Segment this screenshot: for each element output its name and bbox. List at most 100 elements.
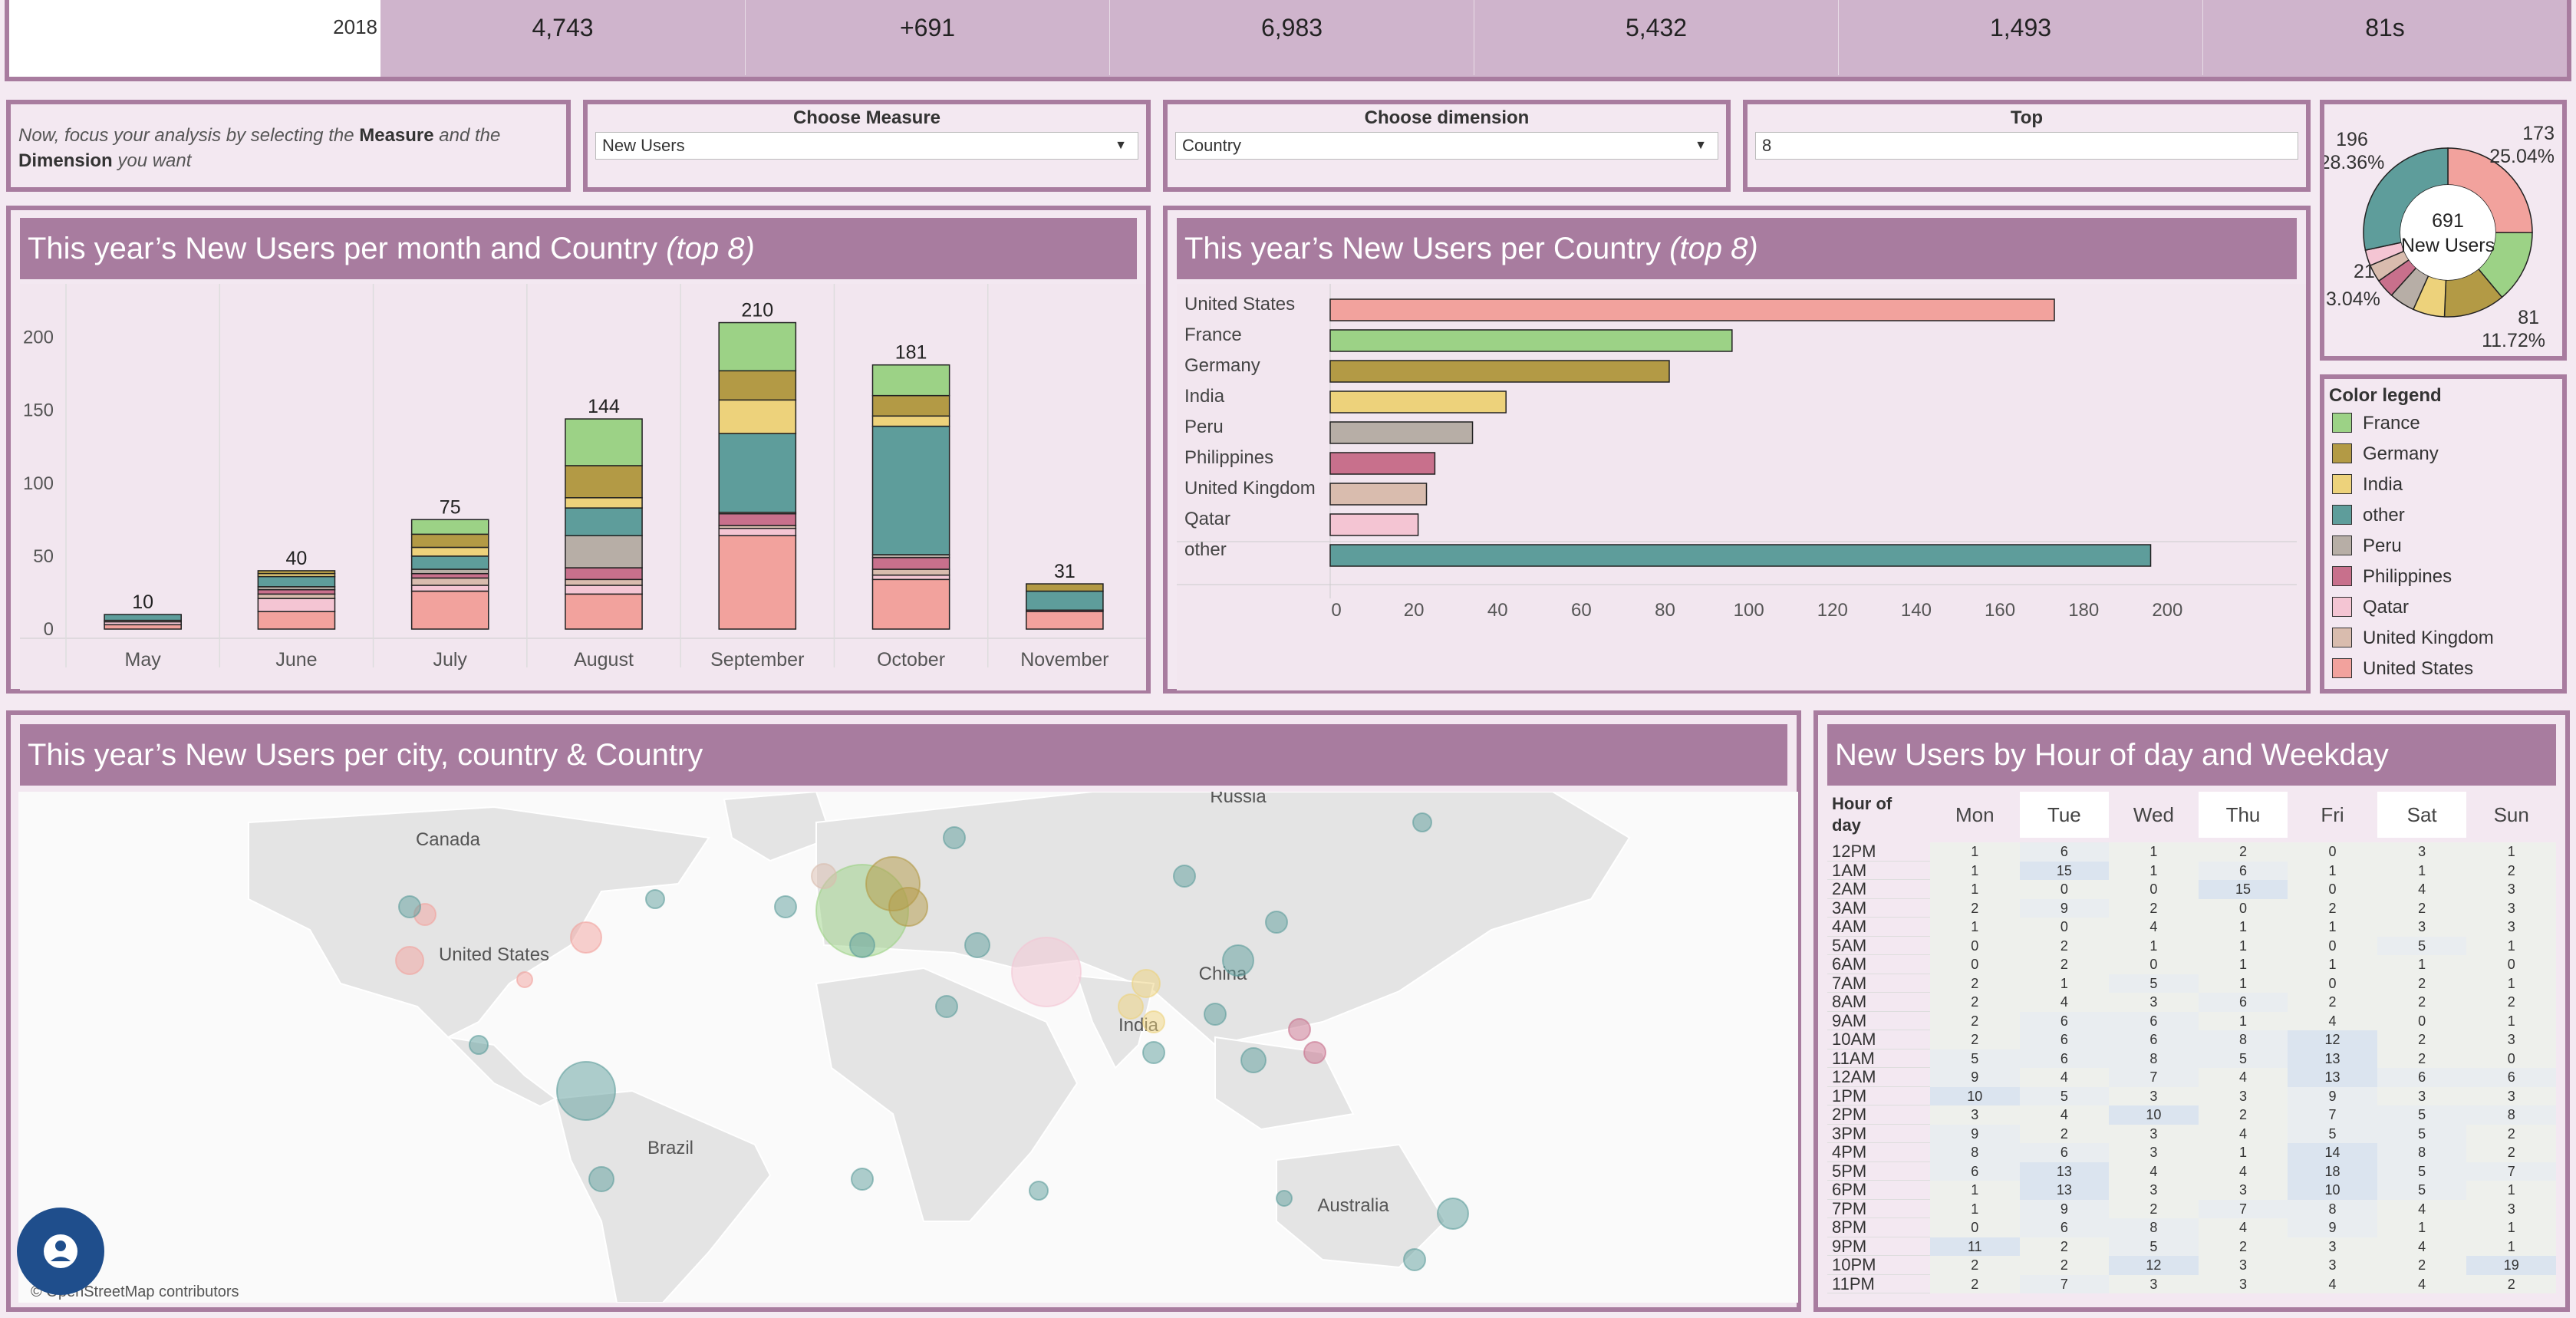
legend-label: United States <box>2363 658 2474 679</box>
heatmap-cell: 8 <box>2377 1143 2467 1162</box>
heatmap-cell: 1 <box>2466 936 2556 955</box>
heatmap-cell: 1 <box>1930 918 2020 937</box>
world-map[interactable]: Russia Canada United States China India … <box>18 792 1798 1303</box>
heatmap-cell: 4 <box>2198 1068 2288 1087</box>
heatmap-cell: 1 <box>2466 1181 2556 1200</box>
heatmap-row: 7AM 2 1 5 1 0 2 1 <box>1827 974 2556 993</box>
heatmap-cell: 3 <box>2466 1086 2556 1105</box>
legend-item-india[interactable]: India <box>2332 470 2403 500</box>
heatmap-cell: 3 <box>2288 1256 2377 1275</box>
heatmap-row: 8AM 2 4 3 6 2 2 2 <box>1827 992 2556 1012</box>
heatmap-row: 5PM 6 13 4 4 18 5 7 <box>1827 1161 2556 1181</box>
map-panel: This year’s New Users per city, country … <box>6 710 1801 1312</box>
heatmap-row: 11AM 5 6 8 5 13 2 0 <box>1827 1049 2556 1068</box>
dimension-value: Country <box>1182 136 1242 155</box>
heatmap-cell: 5 <box>2377 1161 2467 1181</box>
heatmap-row: 1PM 10 5 3 3 9 3 3 <box>1827 1086 2556 1105</box>
heatmap-cell: 2 <box>1930 1274 2020 1293</box>
map-bubble-other <box>1029 1181 1049 1201</box>
legend-swatch <box>2332 627 2352 647</box>
measure-control: Choose Measure New Users ▼ <box>583 100 1151 192</box>
legend-label: Philippines <box>2363 566 2452 587</box>
heatmap-cell: 3 <box>2109 1086 2199 1105</box>
heatmap-cell: 1 <box>1930 1181 2020 1200</box>
legend-item-philippines[interactable]: Philippines <box>2332 562 2452 592</box>
user-avatar-button[interactable] <box>17 1208 104 1295</box>
heatmap-cell: 13 <box>2019 1181 2110 1200</box>
hour-label: 8PM <box>1832 1218 1867 1237</box>
legend-item-qatar[interactable]: Qatar <box>2332 592 2409 623</box>
heatmap-cell: 10 <box>2109 1105 2199 1125</box>
heatmap-cell: 3 <box>2109 1124 2199 1143</box>
heatmap-cell: 6 <box>2019 1049 2110 1068</box>
heatmap-cell: 10 <box>1930 1086 2020 1105</box>
map-bubble-qatar <box>1011 937 1082 1007</box>
country-label-united-states: United States <box>1184 294 1295 315</box>
dimension-dropdown[interactable]: Country ▼ <box>1175 132 1718 160</box>
bar-segment-india-july <box>410 546 489 557</box>
measure-title: Choose Measure <box>792 107 941 128</box>
country-bar-chart: United States France Germany India Peru Phili… <box>1177 284 2306 690</box>
heatmap-cell: 0 <box>2377 1011 2467 1030</box>
heatmap-cell: 6 <box>2019 842 2110 862</box>
heatmap-cell: 14 <box>2288 1143 2377 1162</box>
legend-title: Color legend <box>2329 385 2442 406</box>
heatmap-cell: 3 <box>2377 1086 2467 1105</box>
hour-label: 7AM <box>1832 973 1867 993</box>
legend-label: Germany <box>2363 443 2439 464</box>
legend-item-germany[interactable]: Germany <box>2332 439 2439 470</box>
heatmap-cell: 0 <box>1930 1218 2020 1237</box>
y-tick-label: 50 <box>33 546 54 567</box>
bar-segment-other-november <box>1026 590 1104 611</box>
heatmap-cell: 2 <box>2019 955 2110 974</box>
map-bubble-other <box>935 995 958 1018</box>
heatmap-cell: 18 <box>2288 1161 2377 1181</box>
chevron-down-icon: ▼ <box>1115 139 1127 152</box>
y-tick-label: 200 <box>23 328 54 348</box>
x-tick-label: 40 <box>1487 600 1508 621</box>
hour-label: 2PM <box>1832 1105 1867 1124</box>
legend-item-france[interactable]: France <box>2332 408 2420 439</box>
heatmap-row: 4PM 8 6 3 1 14 8 2 <box>1827 1142 2556 1162</box>
donut-label-qatar-value: 21 <box>2354 261 2375 282</box>
hour-label: 4PM <box>1832 1142 1867 1161</box>
bar-segment-united-kingdom-june <box>257 593 336 599</box>
heatmap-cell: 2 <box>1930 974 2020 993</box>
legend-item-other[interactable]: other <box>2332 500 2405 531</box>
x-tick-label: 160 <box>1985 600 2015 621</box>
hour-label: 9PM <box>1832 1236 1867 1256</box>
top-input[interactable]: 8 <box>1755 132 2298 160</box>
heatmap-cell: 2 <box>2109 1199 2199 1218</box>
heatmap-row: 9AM 2 6 6 1 4 0 1 <box>1827 1011 2556 1030</box>
country-title-text: This year’s New Users per Country <box>1184 232 1670 265</box>
bar-segment-peru-august <box>565 535 643 568</box>
measure-dropdown[interactable]: New Users ▼ <box>595 132 1138 160</box>
heatmap-cell: 6 <box>2109 1011 2199 1030</box>
hour-label: 5PM <box>1832 1161 1867 1181</box>
bar-segment-france-september <box>718 321 797 372</box>
bar-segment-other-october <box>871 425 950 555</box>
monthly-title-text: This year’s New Users per month and Coun… <box>28 232 667 265</box>
bar-total-label: 10 <box>132 591 153 613</box>
map-bubble-other <box>1222 944 1254 977</box>
heatmap-row: 12PM 1 6 1 2 0 3 1 <box>1827 842 2556 862</box>
heatmap-cell: 2 <box>2377 1256 2467 1275</box>
heatmap-row: 5AM 0 2 1 1 0 5 1 <box>1827 935 2556 955</box>
africa-shape <box>815 967 1079 1222</box>
heatmap-cell: 7 <box>2109 1068 2199 1087</box>
heatmap-cell: 3 <box>2377 918 2467 937</box>
legend-item-united-kingdom[interactable]: United Kingdom <box>2332 623 2494 654</box>
heatmap-cell: 9 <box>2288 1218 2377 1237</box>
bar-segment-philippines-august <box>565 567 643 581</box>
legend-item-peru[interactable]: Peru <box>2332 531 2402 562</box>
donut-label-us-value: 173 <box>2522 123 2555 144</box>
legend-item-united-states[interactable]: United States <box>2332 654 2473 684</box>
heatmap-row: 10PM 2 2 12 3 3 2 19 <box>1827 1255 2556 1275</box>
kpi-value-5: 1,493 <box>1838 0 2202 75</box>
map-bubble-other <box>849 932 875 958</box>
heatmap-cell: 2 <box>1930 1011 2020 1030</box>
country-label-germany: Germany <box>1184 355 1260 376</box>
heatmap-row: 3PM 9 2 3 4 5 5 2 <box>1827 1124 2556 1143</box>
heatmap-row: 4AM 1 0 4 1 1 3 3 <box>1827 917 2556 937</box>
hour-label: 5AM <box>1832 935 1867 955</box>
